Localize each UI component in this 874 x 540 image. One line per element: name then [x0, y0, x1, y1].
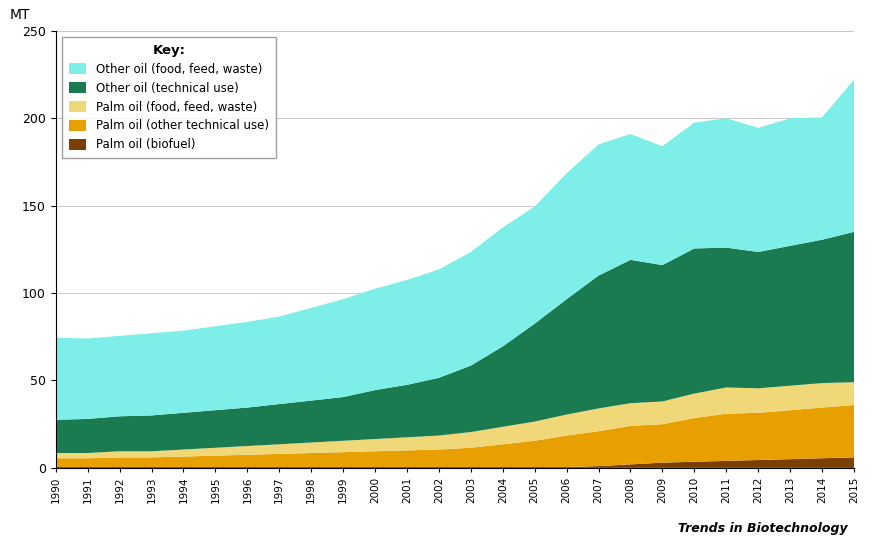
Y-axis label: MT: MT [10, 8, 30, 22]
Text: Trends in Biotechnology: Trends in Biotechnology [678, 522, 848, 535]
Legend: Other oil (food, feed, waste), Other oil (technical use), Palm oil (food, feed, : Other oil (food, feed, waste), Other oil… [62, 37, 276, 158]
